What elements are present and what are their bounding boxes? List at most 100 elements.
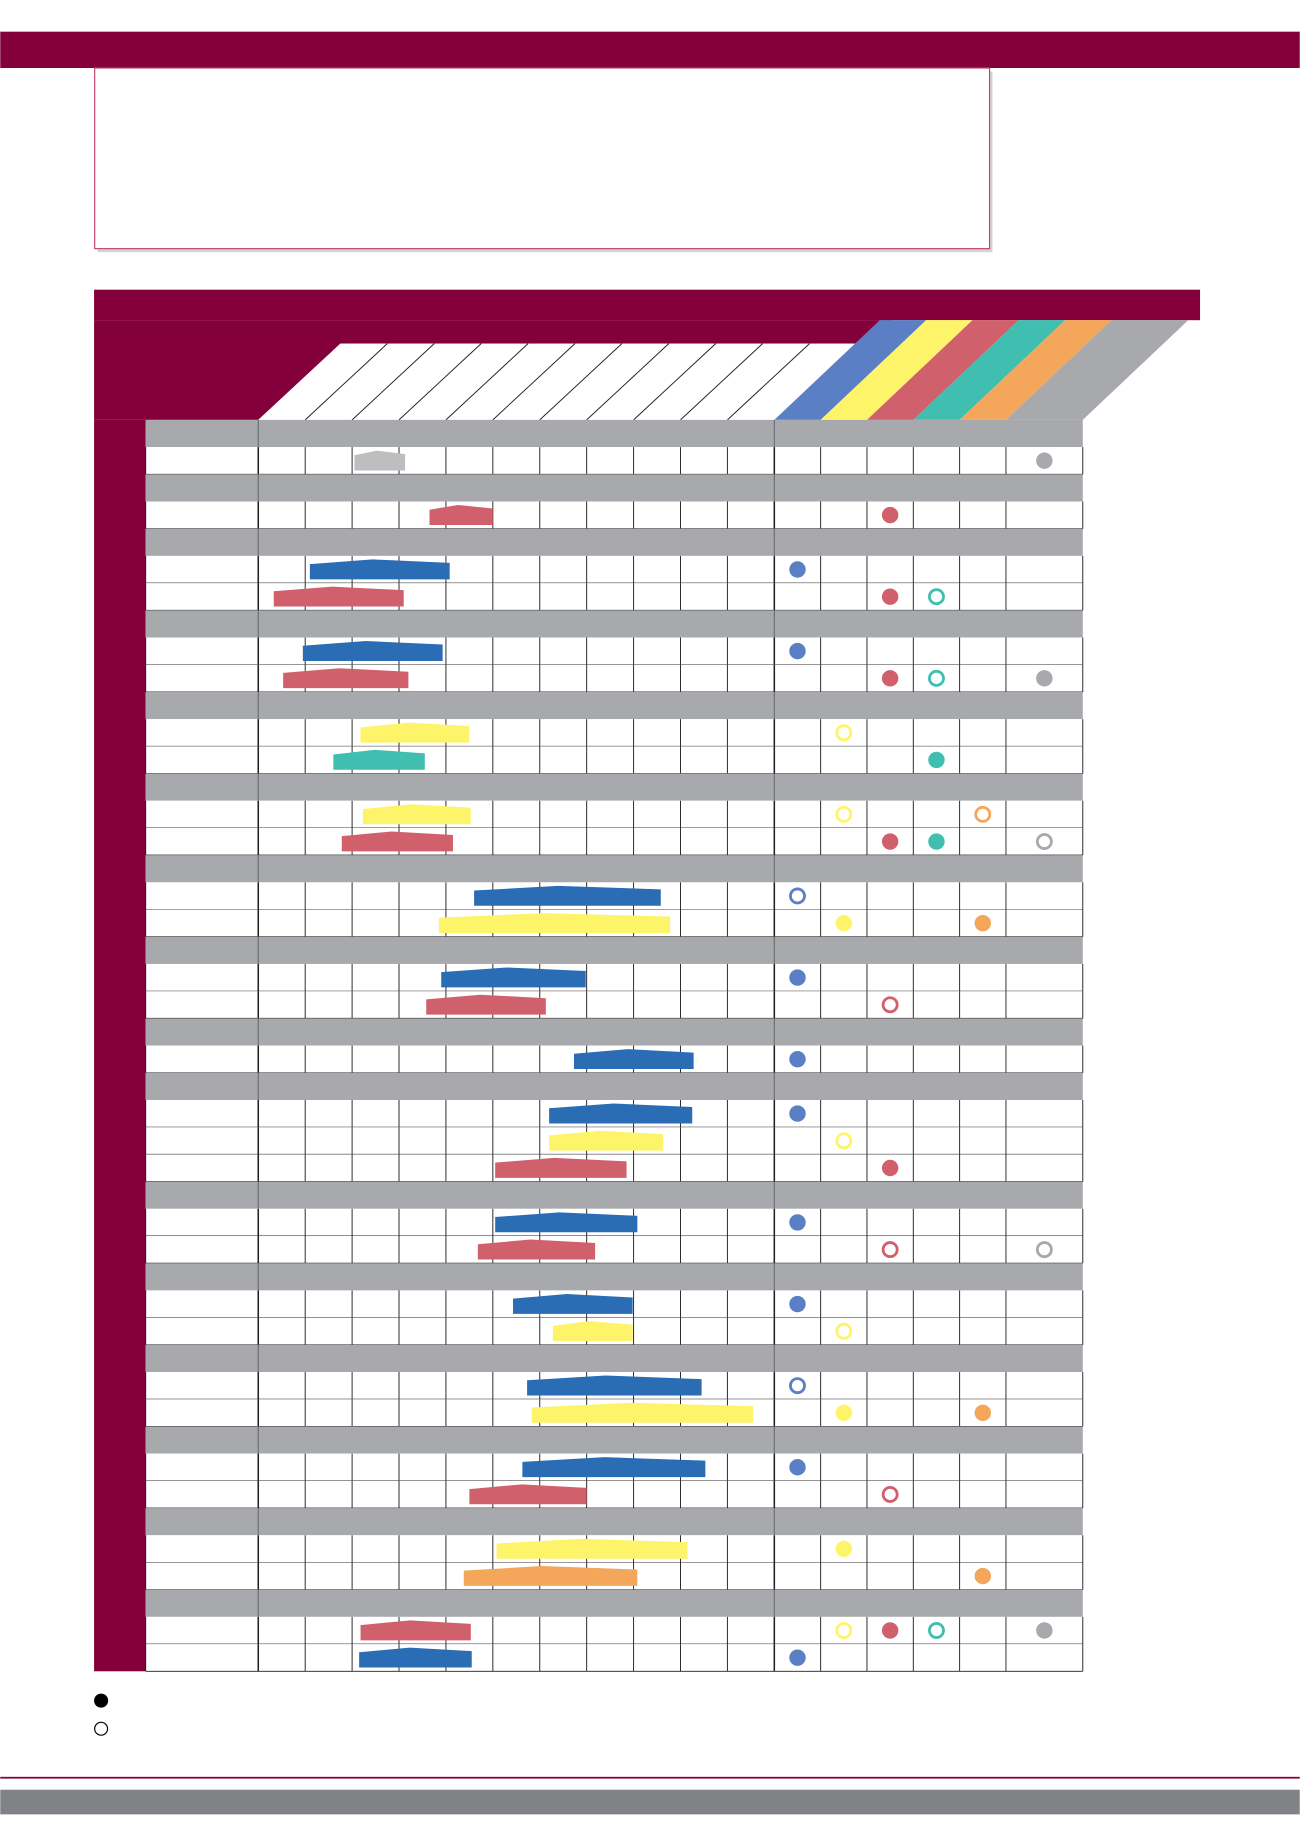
open-mark [928, 1622, 945, 1639]
category-stripe [820, 320, 973, 420]
group-row [145, 1589, 1083, 1617]
filled-mark [881, 833, 899, 850]
filled-mark [789, 1214, 806, 1231]
bar [333, 749, 425, 770]
filled-mark [789, 642, 806, 660]
filled-mark [881, 588, 899, 605]
filled-mark [835, 1540, 853, 1558]
group-row [145, 474, 1083, 502]
title-box [94, 67, 991, 250]
filled-mark [789, 969, 806, 986]
group-row [145, 691, 1083, 720]
hatch-line [304, 343, 388, 421]
filled-mark [789, 1105, 806, 1122]
row [145, 501, 1083, 529]
open-mark [835, 1622, 853, 1639]
filled-mark [974, 1567, 992, 1585]
group-row [145, 1072, 1083, 1100]
row [145, 637, 1083, 665]
filled-mark [881, 1159, 899, 1177]
row [145, 447, 1083, 475]
category-stripe [959, 320, 1112, 420]
bar [362, 804, 471, 825]
filled-mark [974, 1404, 992, 1422]
row [145, 1644, 1083, 1672]
hatch-line [351, 343, 435, 421]
filled-mark [789, 1649, 806, 1666]
bar [283, 668, 409, 689]
hatch-line [680, 343, 763, 421]
group-row [145, 1508, 1083, 1536]
hatch-line [445, 343, 529, 421]
bar [527, 1375, 702, 1396]
group-row [145, 855, 1083, 883]
row [145, 1616, 1083, 1645]
bar [438, 913, 671, 934]
category-stripe [913, 320, 1066, 420]
row [145, 555, 1083, 584]
category-stripes [774, 320, 1189, 420]
bar [360, 722, 470, 743]
group-row [145, 936, 1083, 964]
category-stripe [866, 320, 1019, 420]
group-row [145, 1426, 1083, 1454]
hatch-line [539, 343, 623, 421]
hatch-line [398, 343, 482, 421]
filled-mark [789, 561, 806, 578]
bar [354, 450, 406, 471]
filled-mark [974, 914, 992, 932]
filled-mark [835, 1404, 853, 1422]
filled-mark [789, 1295, 806, 1313]
footer-line [0, 1776, 1300, 1779]
schedule-table [145, 419, 1084, 1672]
open-mark [1035, 833, 1053, 850]
bar [359, 1647, 472, 1668]
open-mark [881, 1486, 899, 1503]
bar [522, 1457, 706, 1478]
bar [549, 1130, 664, 1151]
legend-filled [94, 1693, 109, 1708]
open-mark [835, 1132, 853, 1150]
header-block [94, 320, 892, 420]
bar [552, 1321, 633, 1342]
bar [463, 1565, 638, 1586]
bar [496, 1538, 688, 1559]
hatch-line [633, 343, 716, 421]
bar [513, 1293, 633, 1314]
bar [426, 994, 546, 1015]
open-mark [928, 588, 945, 606]
open-mark [928, 669, 945, 687]
group-row [145, 1263, 1083, 1291]
row [145, 746, 1083, 774]
row [145, 827, 1083, 856]
bar [273, 586, 404, 607]
open-mark [835, 1322, 853, 1340]
row [145, 991, 1083, 1019]
filled-mark [881, 670, 899, 687]
open-mark [835, 805, 853, 823]
bar [549, 1103, 693, 1124]
bar [474, 885, 661, 906]
hatch-line [586, 343, 670, 421]
group-row [145, 1344, 1083, 1373]
bar [477, 1239, 596, 1260]
bar [495, 1212, 638, 1233]
open-mark [881, 1241, 899, 1259]
group-row [145, 773, 1083, 801]
bar [574, 1049, 694, 1070]
bar [341, 831, 453, 852]
filled-mark [1036, 452, 1053, 469]
hatch-line [492, 343, 576, 421]
hatch-area [258, 343, 857, 420]
row [145, 719, 1083, 747]
group-row [145, 528, 1083, 556]
filled-mark [928, 833, 945, 850]
filled-mark [1036, 1622, 1053, 1639]
group-row [145, 1018, 1083, 1046]
bar [302, 641, 443, 661]
open-mark [974, 805, 992, 823]
filled-mark [1036, 670, 1053, 687]
filled-mark [881, 506, 899, 524]
